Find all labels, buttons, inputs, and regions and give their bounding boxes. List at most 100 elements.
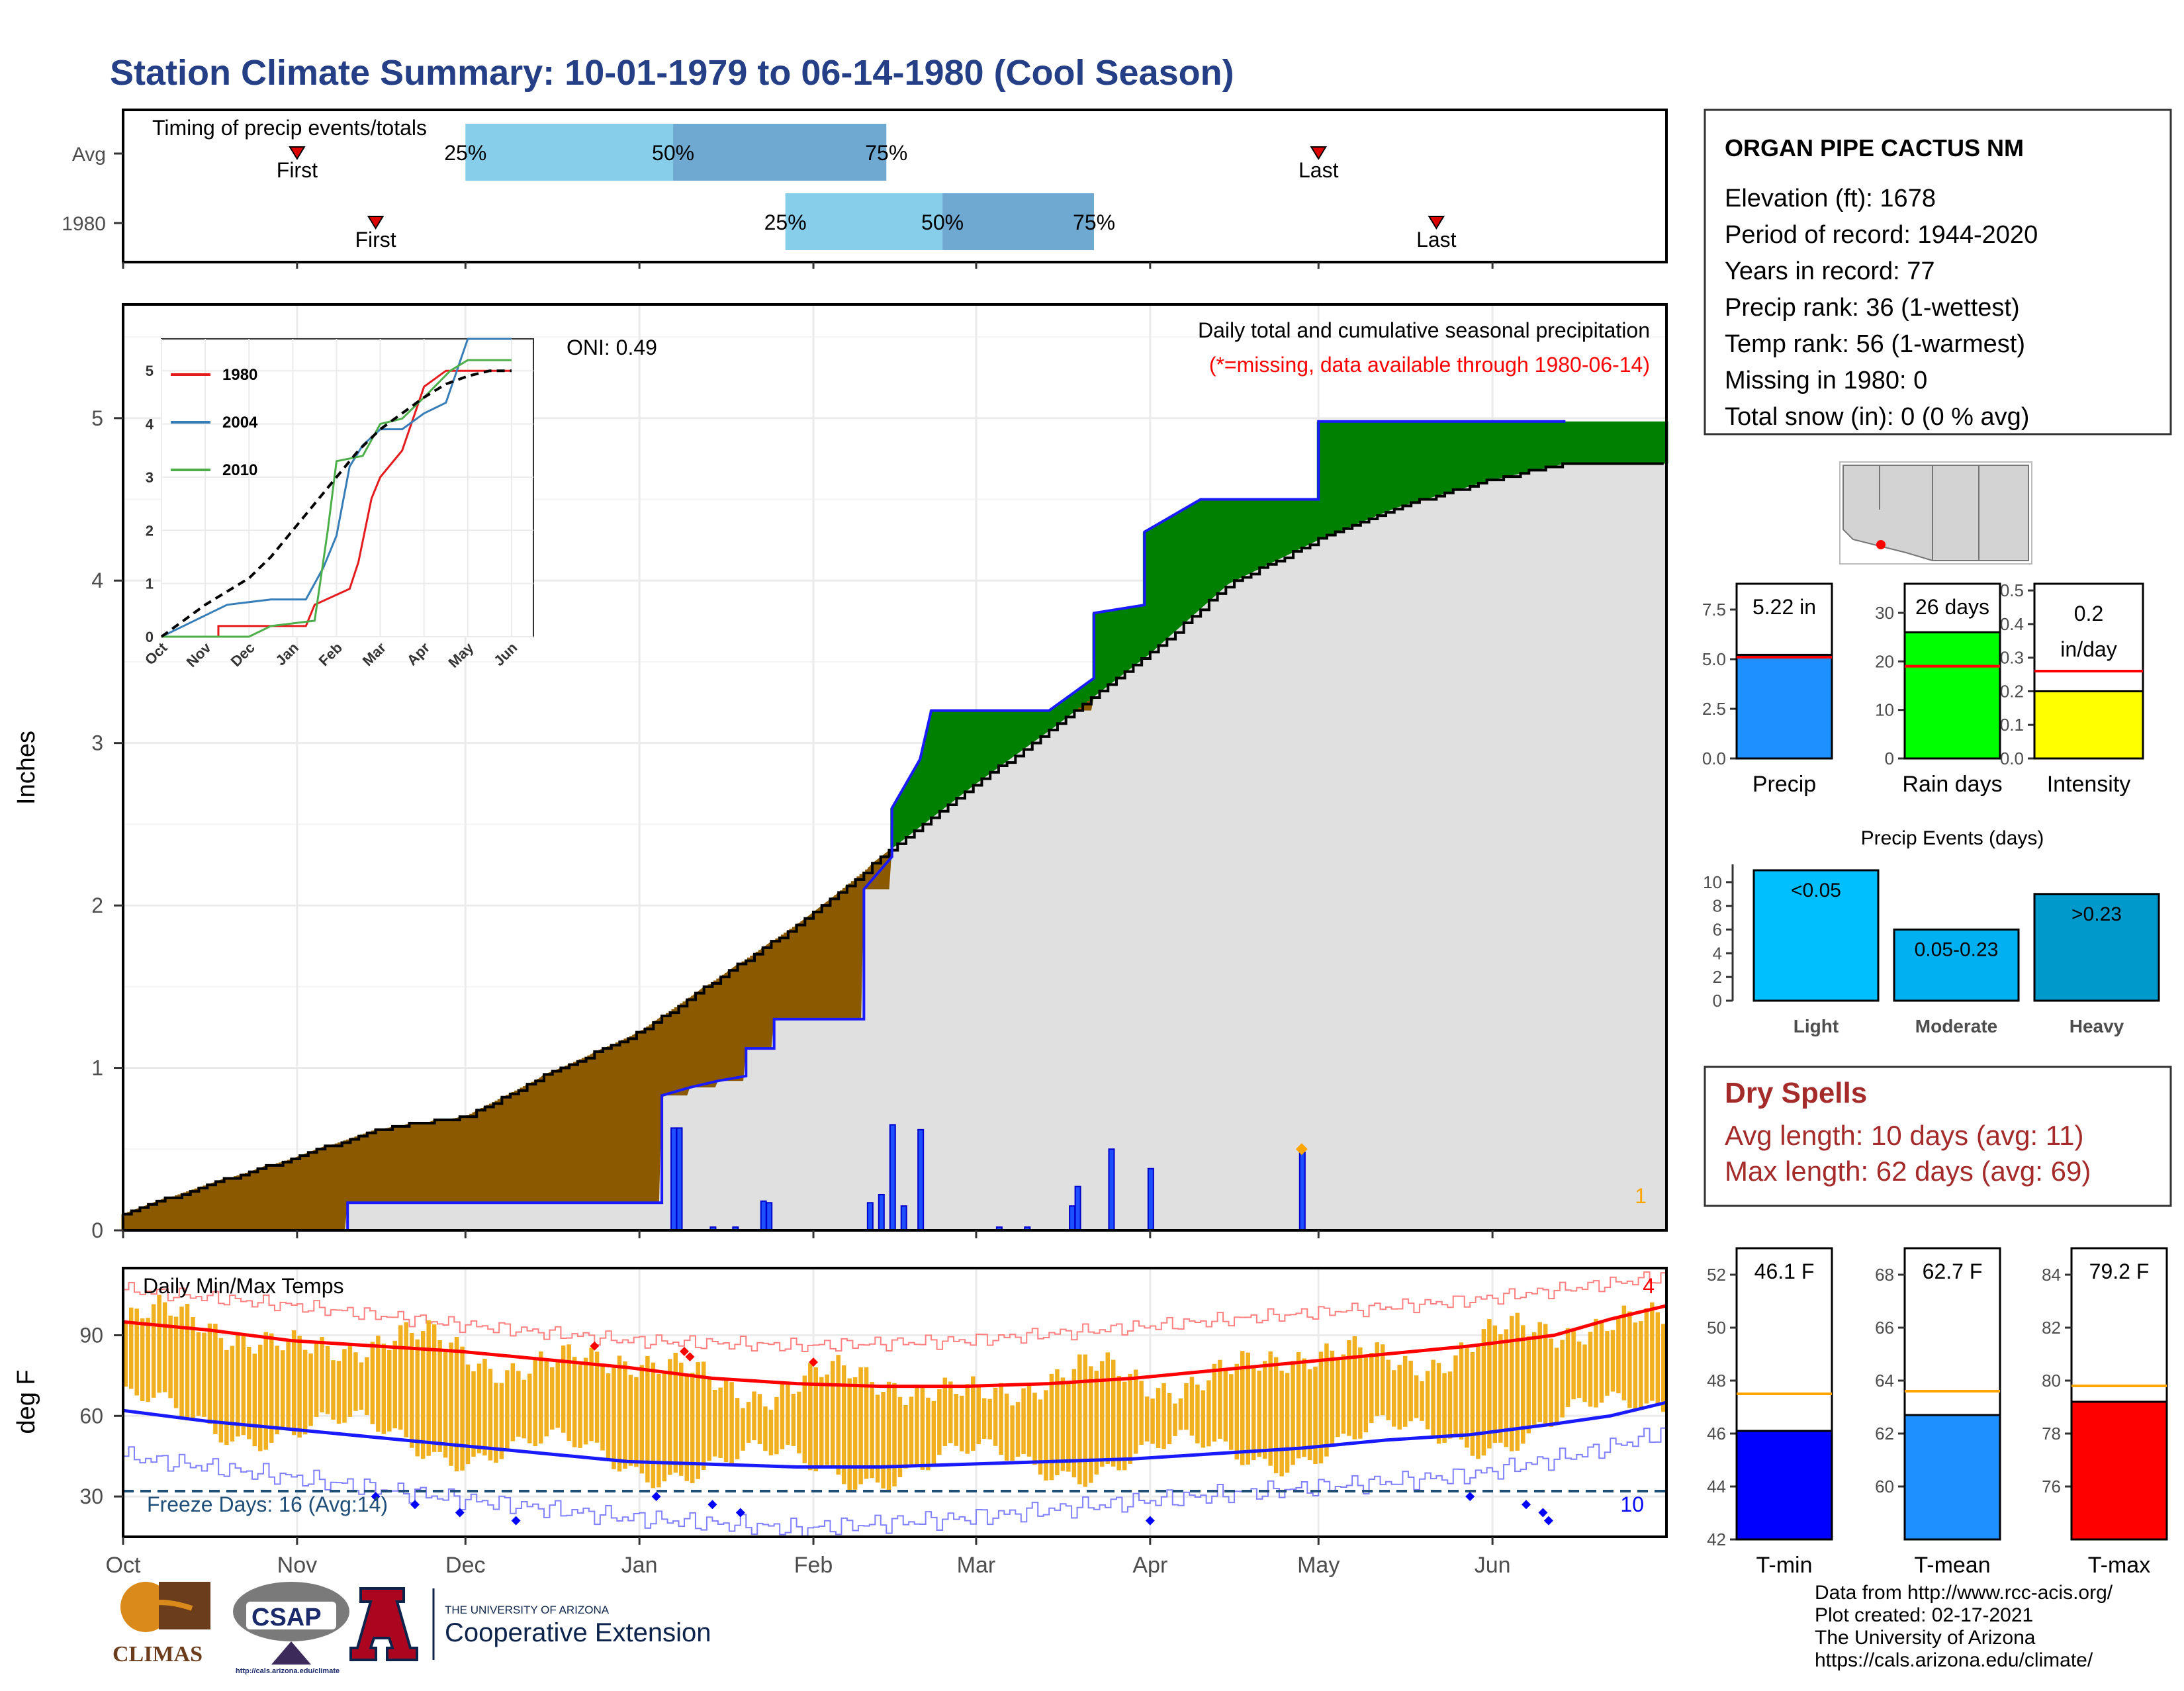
daily-temp-bar [696,1362,700,1479]
daily-temp-bar [1621,1305,1627,1400]
daily-temp-bar [780,1383,785,1449]
map-states [1843,465,2029,561]
daily-temp-bar [1071,1369,1077,1478]
timing-panel: Timing of precip events/totals Avg 25% 50% 7… [62,109,1668,269]
quartile-bar-25-50 [785,193,943,250]
daily-temp-bar [420,1331,426,1459]
quartile-bar-50-75 [942,193,1095,250]
daily-temp-bar [1167,1393,1172,1445]
freeze-marker [371,1492,381,1502]
y-tick-label: 5 [91,406,103,430]
y-tick-label: 2 [91,893,103,917]
inset-series-2004 [161,338,512,638]
daily-temp-bar [1352,1336,1357,1440]
daily-temp-bar [741,1408,745,1451]
daily-temp-bar [892,1383,897,1486]
summary-tick-label: 0.4 [2000,614,2024,634]
quartile-25-label: 25% [444,141,486,165]
daily-temp-bar [224,1349,229,1445]
daily-temp-bar [1644,1308,1649,1404]
tempbar-category-label: T-min [1756,1553,1813,1578]
inset-y-tick-label: 4 [146,416,154,433]
daily-temp-bar [1128,1373,1132,1464]
daily-temp-bar [1336,1359,1340,1438]
last-marker [1428,216,1445,230]
daily-precip-bar [900,1205,907,1231]
daily-temp-bar [236,1334,240,1437]
summary-tick-label: 2.5 [1702,699,1726,719]
last-label: Last [1298,158,1339,182]
daily-temp-bar [1010,1405,1015,1461]
summary-tick-label: 5.0 [1702,649,1726,669]
dry-frame [1704,1066,2172,1207]
daily-temp-bar [847,1378,852,1490]
daily-temp-bar [1105,1352,1110,1465]
daily-temp-bar [1330,1350,1335,1446]
daily-temp-bar [522,1379,527,1439]
freeze-marker [1522,1500,1531,1510]
tempbar-bar [2070,1400,2168,1541]
daily-temp-bar [1537,1322,1542,1422]
tempbar-tick-label: 78 [2042,1424,2061,1443]
daily-temp-bar [291,1330,296,1436]
climas-label: CLIMAS [113,1642,203,1667]
daily-temp-bar [612,1364,616,1470]
first-marker [367,216,385,230]
last-label: Last [1416,228,1457,251]
daily-temp-bar [179,1306,184,1417]
tempbar-tick-label: 80 [2042,1371,2061,1391]
daily-temp-bar [1363,1357,1369,1433]
footer-line: The University of Arizona [1815,1627,2036,1649]
daily-temp-bar [690,1373,695,1484]
summary-tick-label: 0.2 [2000,681,2024,701]
daily-temp-bar [1004,1393,1009,1461]
daily-temp-bar [1212,1363,1217,1442]
daily-temp-bar [1060,1377,1066,1471]
daily-temp-bar [791,1393,796,1446]
summary-bars: 0.0 2.5 5.0 7.5 5.22 in Precip 0 10 20 30 26 days R… [1702,580,2144,797]
daily-temp-bar [527,1373,532,1443]
daily-temp-bar [600,1366,605,1451]
freeze-marker [735,1508,745,1518]
first-label: First [355,228,396,251]
daily-temp-bar [1526,1336,1531,1434]
tempbar-tick-label: 62 [1875,1424,1894,1443]
daily-temp-bar [1262,1361,1267,1459]
daily-temp-bar [797,1391,801,1454]
daily-temp-bar [1273,1357,1279,1474]
daily-temp-bar [381,1344,387,1434]
daily-precip-bar [766,1202,773,1231]
daily-temp-bar [617,1355,622,1472]
inset-y-tick-label: 3 [146,469,154,486]
daily-temp-bar [942,1377,948,1447]
csap-logo: CSAP http://cals.arizona.edu/climate [233,1582,349,1675]
daily-temp-bar [539,1351,543,1444]
daily-temp-bar [454,1336,459,1472]
y-tick-label: 1 [91,1056,103,1080]
daily-temp-bar [1650,1302,1655,1401]
inset-series-2010 [161,359,512,638]
daily-temp-bar [1408,1360,1413,1422]
climas-logo: CLIMAS [113,1582,210,1667]
summary-tick-label: 0.0 [2000,749,2024,768]
daily-temp-bar [1588,1332,1593,1407]
daily-precip-bar [878,1194,885,1232]
freeze-marker [1543,1516,1553,1526]
daily-temp-bar [1655,1312,1661,1404]
daily-temp-bar [134,1308,139,1396]
daily-temp-bar [1055,1369,1060,1475]
daily-temp-bar [1324,1343,1329,1457]
quartile-50-label: 50% [921,210,964,234]
daily-temp-bar [718,1387,723,1458]
daily-precip-bar [760,1200,767,1231]
y-tick-label: 3 [91,731,103,755]
daily-temp-bar [1111,1359,1116,1467]
missing-marker [1295,1143,1308,1156]
daily-temp-bar [443,1348,448,1458]
daily-temp-bar [1521,1325,1525,1444]
precip-panel: Daily total and cumulative seasonal prec… [13,303,1668,1242]
daily-precip-bar [889,1124,896,1232]
freeze-marker [511,1516,521,1526]
daily-temp-bar [370,1342,375,1424]
